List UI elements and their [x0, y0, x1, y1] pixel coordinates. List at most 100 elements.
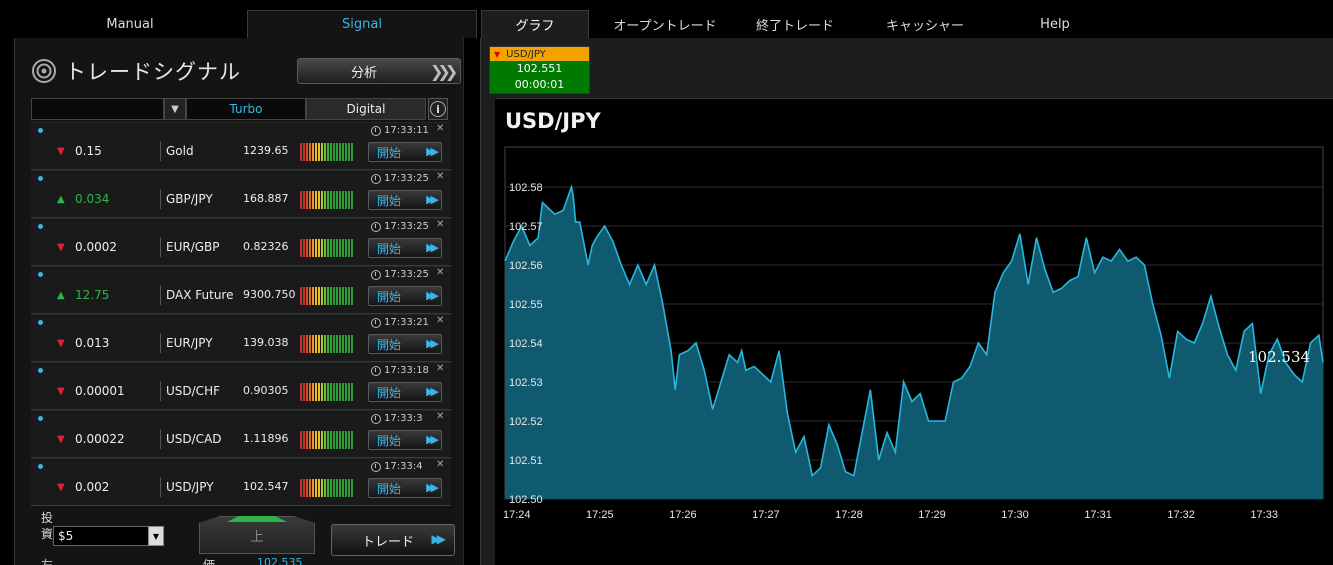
graph-panel: ▼ USD/JPY 102.551 00:00:01 102.50 102.51 1…: [480, 38, 1333, 565]
tab-help[interactable]: Help: [1040, 16, 1070, 32]
tab-cashier[interactable]: キャッシャー: [885, 18, 964, 34]
meter-bar: [318, 239, 320, 257]
tab-signal[interactable]: Signal: [247, 10, 477, 38]
close-icon[interactable]: ✕: [436, 411, 445, 422]
start-button[interactable]: 開始 ▶▶: [368, 190, 442, 210]
meter-bar: [351, 431, 353, 449]
meter-bar: [351, 479, 353, 497]
info-icon: i: [430, 101, 446, 117]
start-label: 開始: [377, 241, 402, 256]
start-button[interactable]: 開始 ▶▶: [368, 142, 442, 162]
signal-price: 1239.65: [243, 144, 289, 157]
signal-change: 0.013: [75, 336, 110, 350]
meter-bar: [300, 143, 302, 161]
ticker-timer: 00:00:01: [514, 78, 565, 91]
dropdown-arrow-icon[interactable]: ▼: [164, 98, 186, 120]
y-tick-label: 102.56: [509, 260, 543, 272]
signal-time-text: 17:33:4: [384, 461, 423, 472]
meter-bar: [351, 143, 353, 161]
meter-bar: [309, 239, 311, 257]
close-icon[interactable]: ✕: [436, 219, 445, 230]
call-up-button[interactable]: 上: [199, 516, 315, 554]
panel-title-text: トレードシグナル: [65, 60, 241, 84]
signal-list: 17:33:11 ✕ ▼ 0.15 Gold 1239.65 開始 ▶▶ 17:33:25 ✕ ▲ 0…: [31, 122, 451, 506]
close-icon[interactable]: ✕: [436, 123, 445, 134]
trade-signals-panel: トレードシグナル 分析 ❯❯❯ ▼ Turbo Digital i 17:33:…: [14, 38, 464, 565]
meter-bar: [318, 191, 320, 209]
meter-bar: [342, 191, 344, 209]
start-button[interactable]: 開始 ▶▶: [368, 238, 442, 258]
meter-bar: [303, 239, 305, 257]
top-navigation: Manual Signal グラフ オープントレード 終了トレード キャッシャー…: [0, 0, 1333, 38]
tab-closed-trades[interactable]: 終了トレード: [755, 18, 834, 34]
analyze-button[interactable]: 分析 ❯❯❯: [297, 58, 461, 84]
start-button[interactable]: 開始 ▶▶: [368, 430, 442, 450]
meter-bar: [342, 143, 344, 161]
meter-bar: [303, 191, 305, 209]
meter-bar: [300, 287, 302, 305]
meter-bar: [348, 479, 350, 497]
investment-dropdown-icon[interactable]: ▼: [148, 526, 164, 546]
up-arrow-icon: ▲: [57, 290, 65, 301]
meter-bar: [342, 383, 344, 401]
trade-button[interactable]: トレード ▶▶: [331, 524, 455, 556]
close-icon[interactable]: ✕: [436, 459, 445, 470]
signal-time-text: 17:33:11: [384, 125, 429, 136]
investment-amount-input[interactable]: $5: [53, 526, 149, 546]
meter-bar: [303, 287, 305, 305]
filter-tab-digital[interactable]: Digital: [306, 98, 426, 120]
divider: [160, 333, 161, 353]
meter-bar: [336, 143, 338, 161]
meter-bar: [351, 383, 353, 401]
meter-bar: [345, 143, 347, 161]
x-tick-label: 17:28: [835, 509, 863, 521]
clock-icon: [371, 461, 381, 472]
tab-open-trades[interactable]: オープントレード: [613, 18, 717, 34]
close-icon[interactable]: ✕: [436, 315, 445, 326]
meter-bar: [333, 239, 335, 257]
meter-bar: [336, 287, 338, 305]
signal-time: 17:33:25: [371, 269, 429, 280]
divider: [160, 189, 161, 209]
meter-bar: [312, 383, 314, 401]
price-chart: 102.50 102.51 102.52 102.53 102.54 102.55 102.…: [495, 98, 1333, 565]
fast-forward-icon: ▶▶: [426, 241, 439, 254]
analyze-label: 分析: [350, 65, 377, 81]
asset-filter-select[interactable]: [31, 98, 164, 120]
asset-ticker[interactable]: ▼ USD/JPY 102.551 00:00:01: [489, 46, 590, 94]
start-button[interactable]: 開始 ▶▶: [368, 286, 442, 306]
x-tick-label: 17:26: [669, 509, 697, 521]
current-price-value: 102.535: [257, 556, 303, 565]
fast-forward-icon: ▶▶: [426, 289, 439, 302]
meter-bar: [312, 239, 314, 257]
meter-bar: [315, 239, 317, 257]
meter-bar: [306, 335, 308, 353]
fast-forward-icon: ▶▶: [426, 481, 439, 494]
divider: [160, 141, 161, 161]
strength-meter: [300, 335, 354, 353]
start-button[interactable]: 開始 ▶▶: [368, 334, 442, 354]
y-tick-label: 102.58: [509, 182, 543, 194]
close-icon[interactable]: ✕: [436, 363, 445, 374]
last-price-label: 102.534: [1248, 348, 1311, 367]
close-icon[interactable]: ✕: [436, 267, 445, 278]
meter-bar: [324, 287, 326, 305]
tab-graph[interactable]: グラフ: [481, 10, 589, 38]
start-button[interactable]: 開始 ▶▶: [368, 478, 442, 498]
signal-time: 17:33:25: [371, 173, 429, 184]
filter-tab-turbo[interactable]: Turbo: [186, 98, 306, 120]
info-button[interactable]: i: [428, 98, 448, 120]
signal-price: 1.11896: [243, 432, 289, 445]
close-icon[interactable]: ✕: [436, 171, 445, 182]
meter-bar: [351, 239, 353, 257]
meter-bar: [303, 431, 305, 449]
meter-bar: [330, 287, 332, 305]
start-label: 開始: [377, 337, 402, 352]
strength-meter: [300, 431, 354, 449]
meter-bar: [333, 335, 335, 353]
down-arrow-icon: ▼: [57, 386, 65, 397]
tab-manual[interactable]: Manual: [106, 16, 154, 32]
meter-bar: [309, 191, 311, 209]
start-button[interactable]: 開始 ▶▶: [368, 382, 442, 402]
y-tick-label: 102.51: [509, 455, 543, 467]
